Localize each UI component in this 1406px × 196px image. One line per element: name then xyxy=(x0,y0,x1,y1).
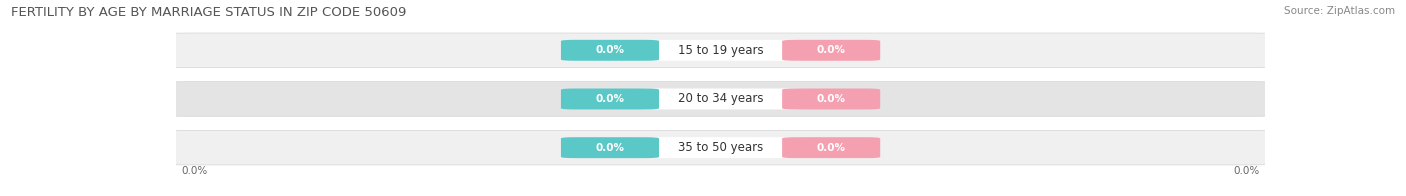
FancyBboxPatch shape xyxy=(636,89,806,109)
Text: FERTILITY BY AGE BY MARRIAGE STATUS IN ZIP CODE 50609: FERTILITY BY AGE BY MARRIAGE STATUS IN Z… xyxy=(11,6,406,19)
FancyBboxPatch shape xyxy=(162,82,1279,116)
FancyBboxPatch shape xyxy=(782,137,880,158)
Text: 20 to 34 years: 20 to 34 years xyxy=(678,93,763,105)
FancyBboxPatch shape xyxy=(162,130,1279,165)
Text: 0.0%: 0.0% xyxy=(817,45,845,55)
FancyBboxPatch shape xyxy=(561,89,659,109)
Text: 15 to 19 years: 15 to 19 years xyxy=(678,44,763,57)
Text: 0.0%: 0.0% xyxy=(596,94,624,104)
Text: 0.0%: 0.0% xyxy=(817,143,845,153)
FancyBboxPatch shape xyxy=(782,40,880,61)
Text: Source: ZipAtlas.com: Source: ZipAtlas.com xyxy=(1284,6,1395,16)
FancyBboxPatch shape xyxy=(561,137,659,158)
Text: 0.0%: 0.0% xyxy=(817,94,845,104)
FancyBboxPatch shape xyxy=(162,33,1279,68)
Text: 0.0%: 0.0% xyxy=(596,45,624,55)
FancyBboxPatch shape xyxy=(636,40,806,61)
FancyBboxPatch shape xyxy=(782,89,880,109)
Text: 0.0%: 0.0% xyxy=(181,166,208,176)
Text: 0.0%: 0.0% xyxy=(596,143,624,153)
Text: 0.0%: 0.0% xyxy=(1233,166,1260,176)
FancyBboxPatch shape xyxy=(561,40,659,61)
FancyBboxPatch shape xyxy=(636,137,806,158)
Text: 35 to 50 years: 35 to 50 years xyxy=(678,141,763,154)
